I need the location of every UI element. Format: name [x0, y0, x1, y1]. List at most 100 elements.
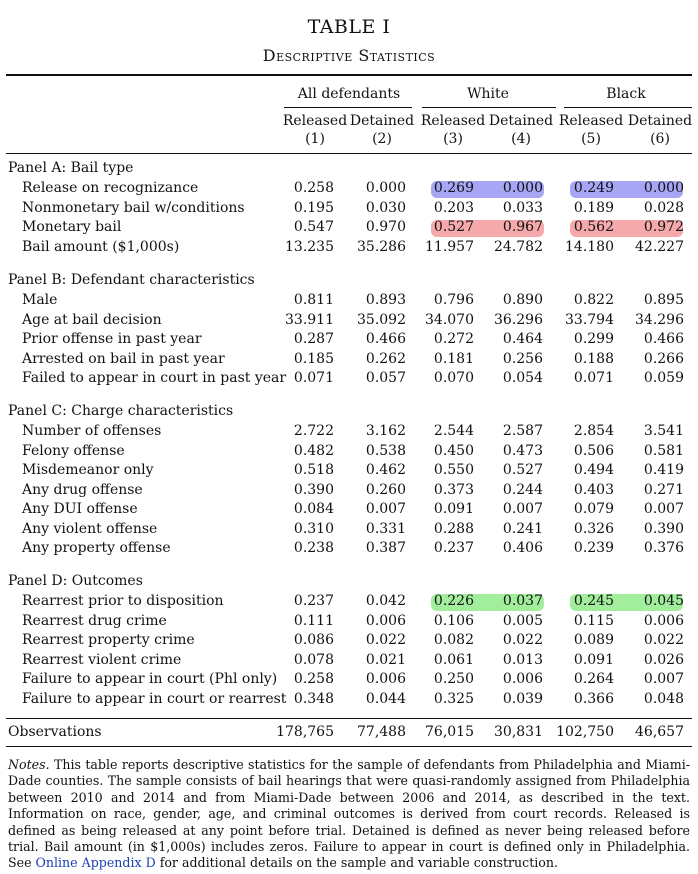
column-header-label: Detained	[627, 113, 693, 129]
table-cell: 0.893	[365, 292, 406, 308]
notes-tail: for additional details on the sample and…	[155, 855, 558, 871]
row-label: Prior offense in past year	[22, 331, 202, 347]
table-cell: 0.022	[365, 632, 406, 648]
row-label: Release on recognizance	[22, 180, 199, 196]
row-label: Rearrest violent crime	[22, 651, 182, 668]
table-cell: 0.237	[433, 540, 474, 556]
table-cell: 0.527	[502, 462, 543, 478]
table-cell: 0.226	[433, 593, 474, 609]
row-label: Rearrest property crime	[22, 632, 195, 648]
table-cell: 0.005	[502, 612, 543, 629]
table-cell: 0.007	[365, 501, 406, 517]
table-cell: 0.288	[433, 520, 474, 537]
table-cell: 0.245	[573, 593, 614, 609]
table-cell: 0.310	[293, 520, 334, 537]
table-cell: 34.296	[635, 311, 684, 328]
top-rule	[6, 74, 692, 76]
table-cell: 0.264	[573, 671, 614, 687]
table-cell: 0.007	[643, 671, 684, 687]
panel-title: Panel D: Outcomes	[8, 573, 143, 589]
column-header-number: (4)	[511, 131, 531, 147]
highlight-box	[570, 181, 683, 198]
table-cell: 0.796	[433, 292, 474, 308]
table-cell: 0.078	[293, 651, 334, 668]
table-cell: 0.007	[502, 501, 543, 517]
column-header-label: Released	[558, 113, 624, 129]
table-cell: 0.562	[573, 219, 614, 235]
table-cell: 0.111	[293, 612, 334, 629]
column-header-label: Released	[420, 113, 486, 129]
table-cell: 0.006	[365, 612, 406, 629]
table-cell: 0.195	[293, 199, 334, 216]
table-cell: 0.325	[433, 690, 474, 707]
highlight-box	[570, 594, 683, 611]
table-cell: 0.244	[502, 481, 543, 498]
table-cell: 0.972	[643, 219, 684, 235]
panel-title: Panel A: Bail type	[8, 160, 134, 176]
table-cell: 0.482	[293, 442, 334, 459]
table-cell: 2.587	[502, 423, 543, 439]
table-cell: 0.022	[643, 632, 684, 648]
panel-title: Panel B: Defendant characteristics	[8, 272, 255, 288]
table-cell: 13.235	[285, 238, 334, 255]
table-cell: 0.258	[293, 180, 334, 196]
table-cell: 0.299	[573, 331, 614, 347]
table-cell: 0.237	[293, 593, 334, 609]
group-underline-black	[564, 107, 692, 108]
table-cell: 0.013	[502, 651, 543, 668]
table-cell: 0.042	[365, 593, 406, 609]
row-label: Any drug offense	[22, 481, 143, 498]
row-label: Male	[22, 292, 58, 308]
notes-body: This table reports descriptive statistic…	[8, 757, 690, 871]
table-cell: 0.033	[502, 199, 543, 216]
table-cell: 0.390	[293, 481, 334, 498]
table-cell: 0.272	[433, 331, 474, 347]
column-header-number: (2)	[372, 131, 392, 147]
table-cell: 0.030	[365, 199, 406, 216]
observations-cell: 77,488	[357, 724, 406, 740]
table-cell: 0.271	[643, 481, 684, 498]
table-cell: 3.541	[643, 423, 684, 439]
table-cell: 0.006	[502, 671, 543, 687]
table-cell: 35.092	[357, 311, 406, 328]
table-cell: 0.258	[293, 671, 334, 687]
table-cell: 0.450	[433, 442, 474, 459]
table-cell: 0.419	[643, 462, 684, 478]
group-underline-all	[284, 107, 412, 108]
table-cell: 24.782	[494, 238, 543, 255]
table-cell: 0.028	[643, 199, 684, 216]
table-cell: 0.006	[643, 612, 684, 629]
table-cell: 0.082	[433, 632, 474, 648]
observations-rule-top	[6, 718, 692, 719]
table-cell: 0.238	[293, 540, 334, 556]
table-cell: 0.071	[293, 370, 334, 386]
observations-rule-bottom	[6, 746, 692, 747]
panel-title: Panel C: Charge characteristics	[8, 403, 234, 419]
table-cell: 0.026	[643, 651, 684, 668]
row-label: Felony offense	[22, 442, 125, 459]
column-header-number: (1)	[305, 131, 325, 147]
row-label: Number of offenses	[22, 423, 162, 439]
table-cell: 0.021	[365, 651, 406, 668]
table-cell: 0.185	[293, 350, 334, 367]
group-header-white: White	[467, 86, 509, 102]
table-cell: 14.180	[565, 238, 614, 255]
online-appendix-link[interactable]: Online Appendix D	[35, 855, 156, 871]
table-cell: 0.044	[365, 690, 406, 707]
table-cell: 0.241	[502, 520, 543, 537]
table-cell: 0.070	[433, 370, 474, 386]
column-header-number: (5)	[581, 131, 601, 147]
table-cell: 0.406	[502, 540, 543, 556]
highlight-box	[431, 220, 544, 237]
table-cell: 0.084	[293, 501, 334, 517]
table-cell: 33.794	[565, 311, 614, 328]
table-cell: 35.286	[357, 238, 406, 255]
table-cell: 0.000	[502, 180, 543, 196]
highlight-box	[570, 220, 683, 237]
table-cell: 0.089	[573, 632, 614, 648]
table-cell: 2.722	[293, 423, 334, 439]
group-header-all: All defendants	[297, 86, 401, 102]
table-cell: 0.037	[502, 593, 543, 609]
table-cell: 0.071	[573, 370, 614, 386]
table-cell: 2.544	[433, 423, 474, 439]
